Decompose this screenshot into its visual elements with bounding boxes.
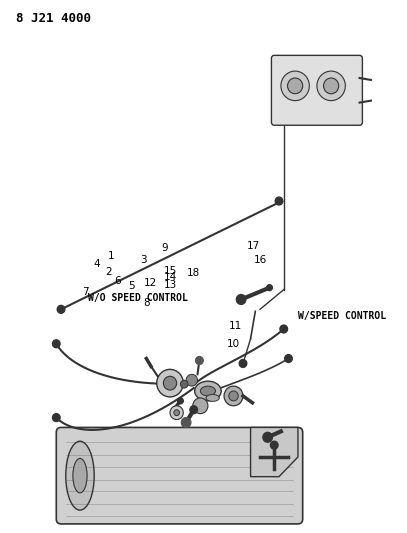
Circle shape <box>163 376 177 390</box>
Circle shape <box>281 71 309 101</box>
Text: 9: 9 <box>161 243 168 253</box>
Text: W/SPEED CONTROL: W/SPEED CONTROL <box>298 311 386 321</box>
Circle shape <box>236 295 246 304</box>
Circle shape <box>170 406 183 419</box>
Circle shape <box>53 414 60 422</box>
FancyBboxPatch shape <box>271 55 362 125</box>
Text: 1: 1 <box>108 251 115 261</box>
Circle shape <box>196 357 203 365</box>
Circle shape <box>224 386 243 406</box>
Ellipse shape <box>206 394 219 401</box>
Circle shape <box>174 410 179 416</box>
Ellipse shape <box>200 386 215 396</box>
Circle shape <box>239 360 247 367</box>
Text: 18: 18 <box>186 268 200 278</box>
Text: 5: 5 <box>128 281 135 292</box>
Text: W/O SPEED CONTROL: W/O SPEED CONTROL <box>88 294 188 303</box>
Text: 4: 4 <box>94 259 100 269</box>
Circle shape <box>284 354 292 362</box>
Text: 2: 2 <box>105 266 112 277</box>
Circle shape <box>317 71 346 101</box>
Text: 6: 6 <box>115 276 121 286</box>
Text: 13: 13 <box>163 280 177 290</box>
Circle shape <box>324 78 339 94</box>
Polygon shape <box>251 427 298 477</box>
Text: 17: 17 <box>246 240 260 251</box>
Circle shape <box>229 391 238 401</box>
Text: 3: 3 <box>140 255 147 265</box>
Circle shape <box>280 325 287 333</box>
Ellipse shape <box>73 458 87 493</box>
Circle shape <box>190 406 197 414</box>
Text: 7: 7 <box>82 287 88 297</box>
Text: 11: 11 <box>229 321 242 331</box>
Text: 12: 12 <box>144 278 158 288</box>
Text: 10: 10 <box>227 338 240 349</box>
Ellipse shape <box>195 381 221 401</box>
Circle shape <box>275 197 283 205</box>
Circle shape <box>53 340 60 348</box>
Text: 8: 8 <box>144 298 150 308</box>
Text: 14: 14 <box>164 272 177 282</box>
Text: 8 J21 4000: 8 J21 4000 <box>15 12 90 25</box>
Text: 15: 15 <box>164 265 177 276</box>
Circle shape <box>263 432 272 442</box>
Circle shape <box>57 305 65 313</box>
FancyBboxPatch shape <box>56 427 303 524</box>
Circle shape <box>186 374 197 386</box>
Circle shape <box>157 369 183 397</box>
Circle shape <box>182 417 191 427</box>
Circle shape <box>271 441 278 449</box>
Circle shape <box>193 398 208 414</box>
Ellipse shape <box>66 441 94 510</box>
Circle shape <box>180 380 188 388</box>
Circle shape <box>267 285 272 290</box>
Text: 16: 16 <box>254 255 267 265</box>
Circle shape <box>177 398 183 404</box>
Circle shape <box>287 78 303 94</box>
